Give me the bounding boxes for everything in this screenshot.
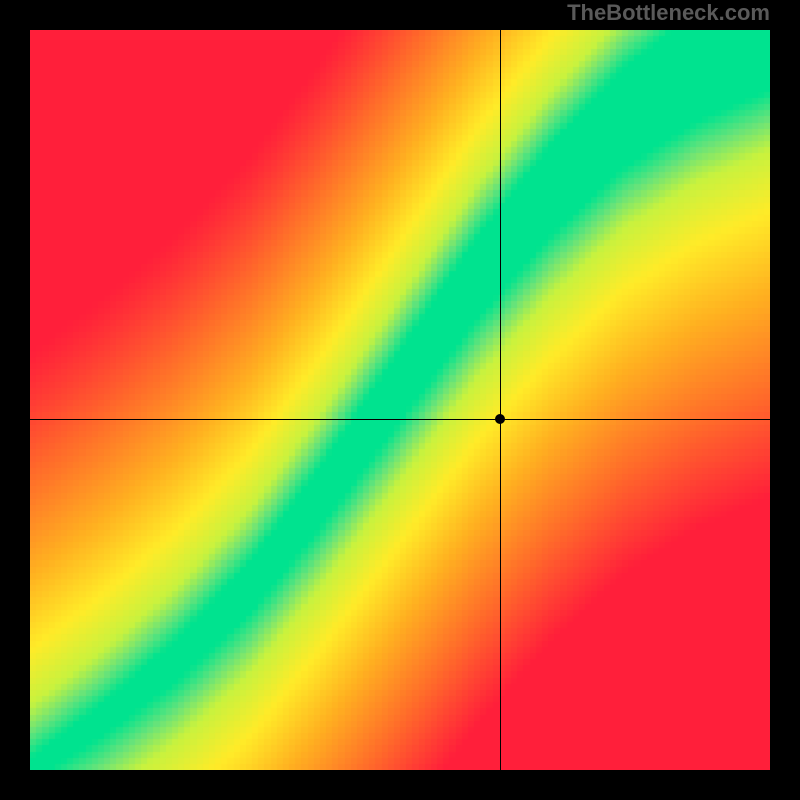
crosshair-horizontal bbox=[30, 419, 770, 420]
heatmap-plot bbox=[30, 30, 770, 770]
marker-dot bbox=[495, 414, 505, 424]
heatmap-canvas bbox=[30, 30, 770, 770]
figure-frame: TheBottleneck.com bbox=[0, 0, 800, 800]
crosshair-vertical bbox=[500, 30, 501, 770]
attribution-text: TheBottleneck.com bbox=[567, 0, 770, 26]
